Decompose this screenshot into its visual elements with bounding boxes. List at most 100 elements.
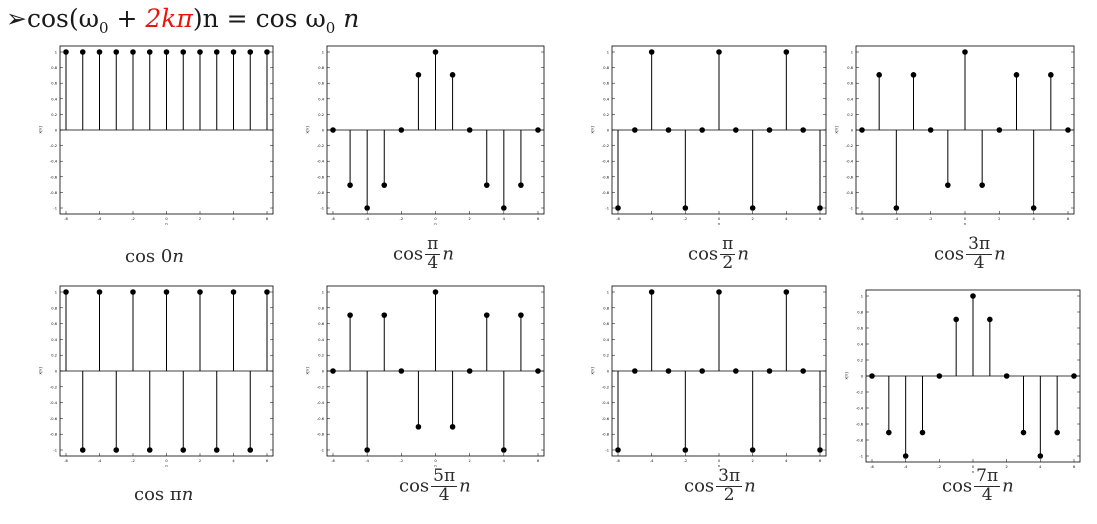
x-axis-label: n: [434, 222, 436, 226]
y-tick-label: 0: [607, 370, 610, 374]
y-tick-label: -1: [320, 207, 324, 211]
y-tick-label: 0.6: [51, 82, 57, 86]
x-tick-label: -2: [684, 459, 688, 463]
plot-caption-2: cos π 4 n: [393, 235, 454, 273]
y-tick-label: 0.4: [318, 338, 324, 342]
y-tick-label: -0.6: [317, 175, 325, 179]
x-axis-label: n: [165, 464, 167, 468]
x-tick-label: 0: [972, 465, 975, 469]
x-tick-label: -6: [331, 459, 335, 463]
stem-marker: [766, 127, 773, 133]
y-tick-label: 0: [55, 129, 58, 133]
plot-caption-8: cos 7π 4 n: [942, 467, 1014, 505]
y-tick-label: -0.6: [50, 175, 58, 179]
stem-plot-3: 1 0.8 0.6 0.4 0.2 0 -0.2 -0.4 -0.6 -0.8 -1 -6 -4 -2 0 2…: [591, 45, 827, 226]
stem-marker: [96, 289, 103, 295]
x-tick-label: 4: [785, 459, 788, 463]
stem-marker: [518, 182, 524, 188]
fraction-numerator: 3π: [716, 466, 743, 487]
stem-plot-1: 1 0.8 0.6 0.4 0.2 0 -0.2 -0.4 -0.6 -0.8 -1 -6 -4 -2 0 2…: [39, 45, 274, 226]
caption-fraction: 7π 4: [974, 467, 1001, 505]
y-tick-label: -0.4: [856, 407, 864, 411]
caption-prefix: cos: [393, 243, 424, 265]
fraction-numerator: 3π: [966, 234, 993, 255]
fraction-denominator: 4: [438, 484, 450, 505]
y-tick-label: -0.2: [317, 385, 324, 389]
stem-marker: [415, 424, 422, 430]
stem-marker: [783, 289, 790, 295]
y-tick-label: 0.8: [847, 66, 853, 70]
stem-marker: [264, 289, 270, 295]
y-tick-label: 0: [607, 129, 610, 133]
y-tick-label: 1: [607, 291, 609, 295]
stem-marker: [364, 205, 370, 211]
stem-marker: [180, 49, 187, 55]
y-tick-label: -0.2: [50, 144, 57, 148]
heading-plus: +: [108, 4, 146, 33]
stem-marker: [1020, 429, 1027, 436]
y-tick-label: 0.8: [51, 306, 57, 310]
x-tick-label: -6: [616, 217, 620, 221]
y-tick-label: -0.4: [317, 160, 325, 164]
stem-marker: [381, 182, 388, 188]
x-tick-label: 0: [165, 459, 168, 463]
y-tick-label: 0.4: [603, 97, 609, 101]
stem-marker: [962, 49, 968, 55]
stem-marker: [869, 373, 875, 379]
y-tick-label: -0.2: [856, 391, 863, 395]
x-tick-label: -2: [929, 217, 933, 221]
caption-prefix: cos: [942, 475, 973, 497]
stem-marker: [1065, 127, 1071, 133]
x-tick-label: -4: [365, 459, 369, 463]
stem-marker: [197, 49, 203, 55]
caption-prefix: cos π: [134, 484, 182, 505]
y-tick-label: 0.4: [603, 338, 609, 342]
stem-marker: [945, 182, 951, 188]
y-tick-label: 0.8: [318, 306, 324, 310]
stem-marker: [347, 182, 353, 188]
stem-marker: [749, 205, 756, 211]
stem-marker: [927, 127, 934, 133]
stem-marker: [859, 127, 865, 133]
stem-marker: [330, 368, 336, 374]
stem-marker: [665, 127, 672, 133]
y-tick-label: 0.6: [603, 82, 609, 86]
y-tick-label: -1: [605, 449, 609, 453]
stem-marker: [230, 49, 237, 55]
y-tick-label: -0.8: [50, 191, 58, 195]
caption-variable: n: [744, 475, 756, 497]
stem-marker: [501, 205, 507, 211]
heading-rhs-post: n: [335, 4, 360, 33]
x-tick-label: -4: [98, 459, 102, 463]
caption-variable: n: [1002, 475, 1014, 497]
x-tick-label: 6: [266, 459, 269, 463]
stem-marker: [936, 373, 943, 379]
stem-marker: [364, 447, 370, 453]
y-axis-label: x[n]: [39, 126, 43, 134]
y-tick-label: -0.6: [317, 417, 325, 421]
x-tick-label: 0: [718, 217, 721, 221]
y-tick-label: -0.6: [856, 423, 864, 427]
stem-marker: [213, 49, 220, 55]
x-tick-label: 0: [964, 217, 967, 221]
stem-marker: [483, 182, 490, 188]
x-tick-label: -4: [365, 217, 369, 221]
stem-marker: [432, 289, 439, 295]
stem-marker: [800, 368, 806, 374]
x-tick-label: -6: [64, 217, 68, 221]
x-tick-label: -2: [131, 459, 135, 463]
stem-plot-6: 1 0.8 0.6 0.4 0.2 0 -0.2 -0.4 -0.6 -0.8 -1 -6 -4 -2 0 2…: [306, 285, 545, 468]
plot-caption-7: cos 3π 2 n: [684, 466, 756, 505]
y-tick-label: 1: [55, 291, 57, 295]
stem-marker: [979, 182, 985, 188]
heading-lhs-pre: cos(ω: [26, 4, 99, 33]
y-tick-label: -1: [53, 449, 57, 453]
plot-caption-6: cos 5π 4 n: [399, 467, 471, 505]
x-axis-label: n: [434, 464, 436, 468]
stem-marker: [1054, 429, 1060, 436]
x-tick-label: 2: [752, 459, 754, 463]
caption-variable: n: [994, 243, 1006, 265]
caption-prefix: cos: [934, 243, 965, 265]
stem-marker: [1037, 453, 1044, 459]
y-axis-label: x[n]: [39, 367, 43, 375]
